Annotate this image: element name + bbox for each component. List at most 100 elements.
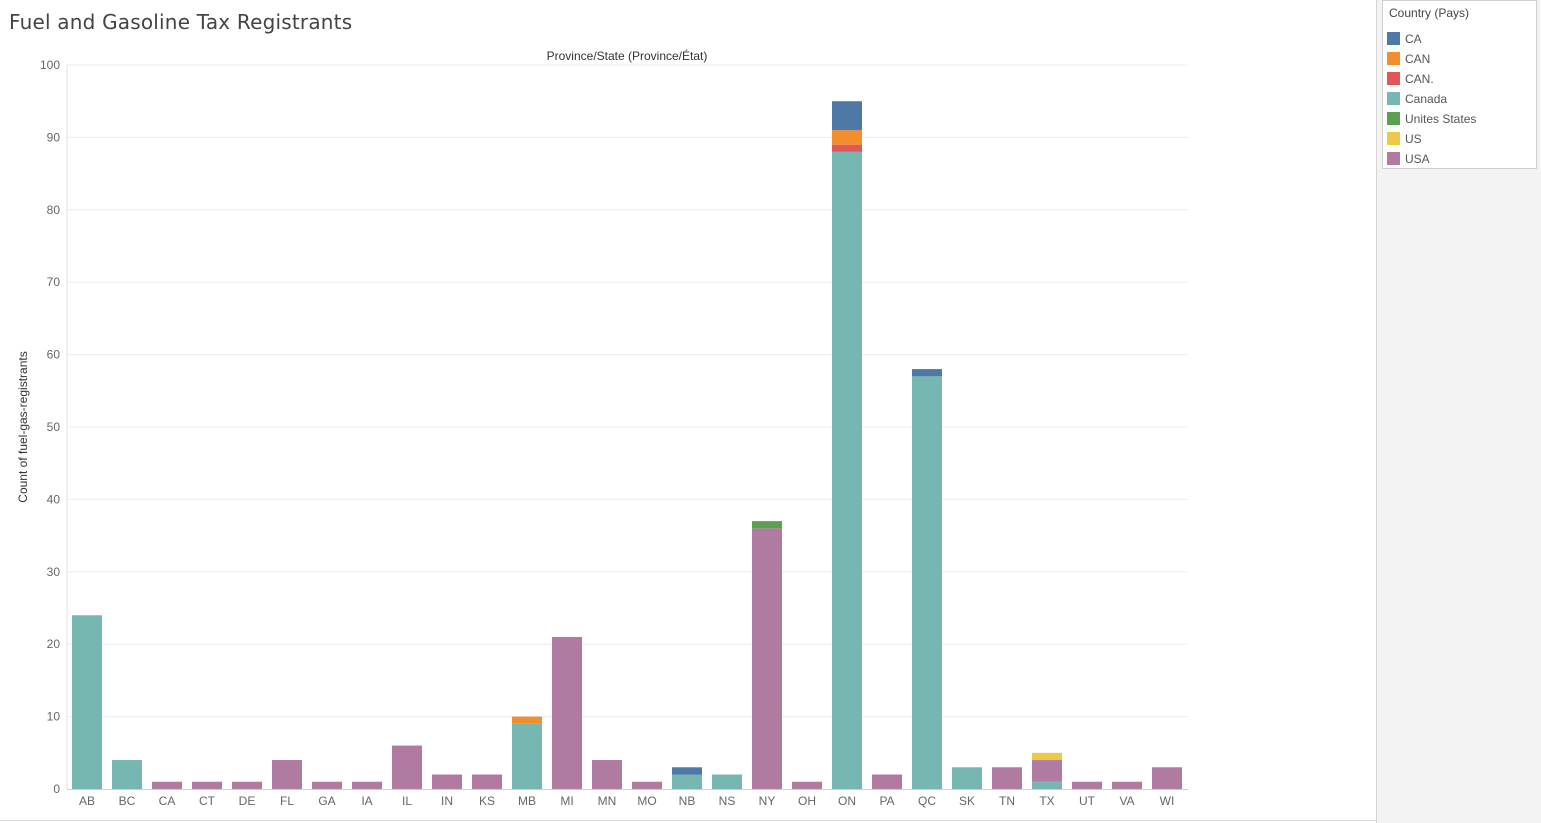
bar-segment[interactable] [1152,767,1182,789]
x-tick-label: OH [798,794,816,808]
x-tick-label: NY [759,794,776,808]
bar-segment[interactable] [672,767,702,775]
x-tick-label: VA [1119,794,1134,808]
bar-segment[interactable] [472,774,502,789]
bar-segment[interactable] [832,101,862,131]
bar-segment[interactable] [872,774,902,789]
bar-segment[interactable] [752,528,782,789]
x-tick-label: IA [361,794,372,808]
color-legend: Country (Pays) CA CAN CAN. Canada Unites Sta… [1382,0,1537,169]
legend-item[interactable]: CAN [1387,51,1532,67]
page-title: Fuel and Gasoline Tax Registrants [9,10,353,34]
bar-segment[interactable] [912,369,942,377]
bar-segment[interactable] [912,376,942,789]
legend-swatch [1387,92,1400,105]
legend-label: CA [1405,32,1422,46]
y-tick-label: 80 [47,203,61,217]
legend-swatch [1387,32,1400,45]
bar-segment[interactable] [632,781,662,789]
x-tick-label: MI [560,794,573,808]
x-tick-label: NS [719,794,736,808]
legend-swatch [1387,112,1400,125]
legend-label: Unites States [1405,112,1477,126]
bar-segment[interactable] [832,151,862,789]
bar-chart: 0 10 20 30 40 50 60 70 80 90 100 AB BC CA CT DE FL GA IA IL… [16,48,1188,808]
x-tick-label: MO [637,794,656,808]
x-tick-label: MN [598,794,617,808]
x-tick-label: NB [679,794,696,808]
divider [0,820,1376,821]
x-tick-label: WI [1160,794,1175,808]
x-tick-label: KS [479,794,495,808]
bar-segment[interactable] [712,774,742,789]
legend-swatch [1387,152,1400,165]
x-tick-label: IN [441,794,453,808]
bar-segment[interactable] [512,723,542,789]
x-tick-label: UT [1079,794,1096,808]
x-tick-label: QC [918,794,936,808]
y-tick-label: 90 [47,130,61,144]
legend-label: Canada [1405,92,1448,106]
bar-segment[interactable] [1032,760,1062,782]
bar-segment[interactable] [392,745,422,789]
chart-title: Province/State (Province/État) [547,48,708,63]
x-tick-label: BC [119,794,136,808]
bars [72,101,1182,789]
axes: 0 10 20 30 40 50 60 70 80 90 100 AB BC CA CT DE FL GA IA IL… [40,58,1188,808]
x-tick-label: CA [159,794,176,808]
bar-segment[interactable] [112,760,142,789]
y-axis-label: Count of fuel-gas-registrants [16,351,30,502]
bar-segment[interactable] [952,767,982,789]
y-tick-label: 10 [47,710,61,724]
bar-segment[interactable] [992,767,1022,789]
bar-segment[interactable] [832,130,862,145]
y-tick-label: 20 [47,637,61,651]
x-tick-label: TN [999,794,1015,808]
legend-swatch [1387,72,1400,85]
x-tick-label: CT [199,794,216,808]
bar-segment[interactable] [192,781,222,789]
bar-segment[interactable] [152,781,182,789]
bar-segment[interactable] [552,636,582,789]
bar-segment[interactable] [72,615,102,789]
y-tick-label: 60 [47,348,61,362]
x-tick-label: AB [79,794,95,808]
x-tick-label: FL [280,794,294,808]
legend-item[interactable]: US [1387,131,1532,147]
legend-label: CAN [1405,52,1431,66]
legend-label: USA [1405,152,1430,166]
bar-segment[interactable] [832,144,862,152]
bar-segment[interactable] [1072,781,1102,789]
x-tick-label: IL [402,794,412,808]
bar-segment[interactable] [1032,752,1062,761]
y-tick-label: 100 [40,58,60,72]
bar-segment[interactable] [512,716,542,724]
legend-title: Country (Pays) [1389,6,1470,20]
legend-item[interactable]: Canada [1387,91,1532,107]
y-tick-label: 0 [53,782,60,796]
bar-segment[interactable] [1112,781,1142,789]
y-tick-label: 50 [47,420,61,434]
legend-swatch [1387,52,1400,65]
bar-segment[interactable] [312,781,342,789]
x-tick-label: GA [318,794,335,808]
bar-segment[interactable] [792,781,822,789]
bar-segment[interactable] [232,781,262,789]
bar-segment[interactable] [272,760,302,789]
x-tick-label: PA [879,794,894,808]
legend-item[interactable]: CA [1387,31,1532,47]
bar-segment[interactable] [352,781,382,789]
gridlines [67,64,1188,718]
legend-item[interactable]: USA [1387,151,1532,167]
bar-segment[interactable] [672,774,702,789]
x-tick-label: TX [1039,794,1054,808]
bar-segment[interactable] [432,774,462,789]
bar-segment[interactable] [752,521,782,529]
bar-segment[interactable] [592,760,622,789]
legend-swatch [1387,132,1400,145]
legend-item[interactable]: Unites States [1387,111,1532,127]
legend-label: CAN. [1405,72,1434,86]
y-tick-label: 70 [47,275,61,289]
bar-segment[interactable] [1032,781,1062,789]
legend-item[interactable]: CAN. [1387,71,1532,87]
